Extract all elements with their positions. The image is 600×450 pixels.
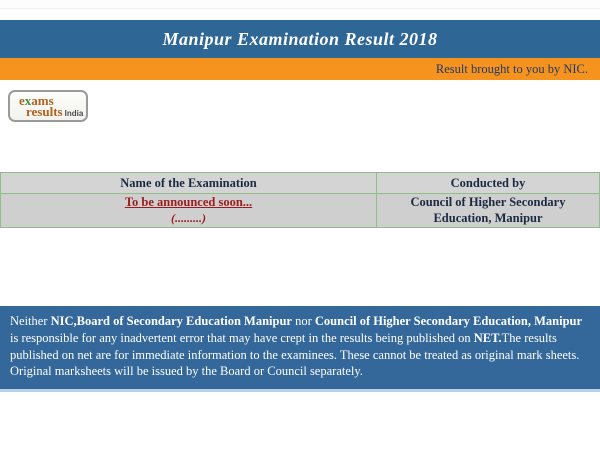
disclaimer-notice: Neither NIC,Board of Secondary Education… [0, 306, 600, 392]
logo-results-text: results [26, 104, 63, 119]
top-hairline [0, 8, 600, 9]
logo-word-results: results India [19, 105, 86, 118]
conducted-by-cell: Council of Higher Secondary Education, M… [376, 193, 600, 228]
logo-letter-e: e [19, 93, 25, 108]
top-strip [0, 0, 600, 20]
table-header-row: Name of the Examination Conducted by [0, 172, 600, 194]
logo-word-exams: exams [19, 94, 86, 107]
nic-credit-text: Result brought to you by NIC. [435, 61, 588, 76]
logo-india-text: India [64, 109, 84, 118]
exam-placeholder-dots: (.........) [171, 211, 206, 225]
logo-letters-ams: ams [31, 93, 54, 108]
title-bar: Manipur Examination Result 2018 [0, 20, 600, 58]
page-title: Manipur Examination Result 2018 [162, 28, 438, 49]
column-header-conducted-by: Conducted by [376, 172, 600, 194]
exam-announcement-link[interactable]: To be announced soon... [124, 195, 253, 209]
conducted-by-text: Council of Higher Secondary Education, M… [410, 194, 566, 225]
column-header-exam-name: Name of the Examination [0, 172, 377, 194]
examination-table: Name of the Examination Conducted by To … [0, 172, 600, 228]
table-row: To be announced soon... (.........) Coun… [0, 193, 600, 228]
nic-credit-bar: Result brought to you by NIC. [0, 58, 600, 80]
exam-name-cell: To be announced soon... (.........) [0, 193, 377, 228]
logo-row: exams results India [0, 80, 600, 126]
exams-results-india-logo[interactable]: exams results India [8, 90, 88, 122]
logo-letter-x-accent: x [24, 93, 32, 108]
